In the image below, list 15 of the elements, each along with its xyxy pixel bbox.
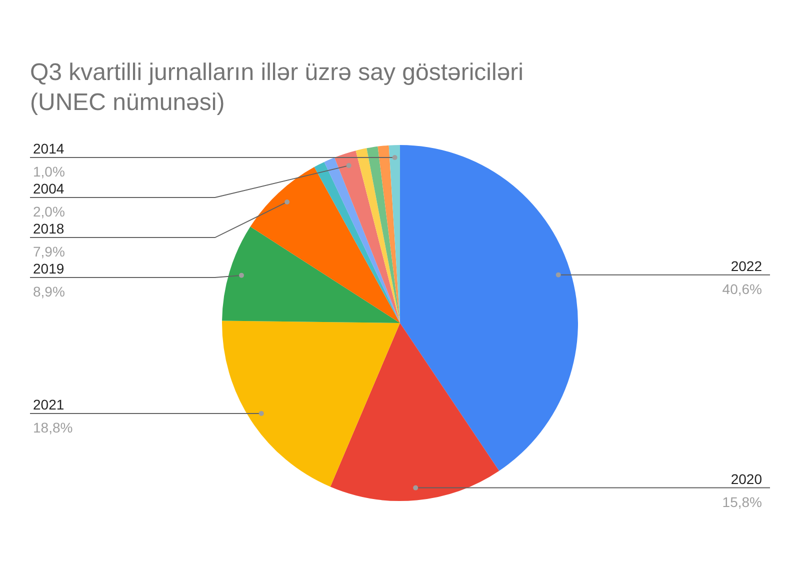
data-label: 18,8% bbox=[33, 419, 73, 436]
data-label: 15,8% bbox=[722, 494, 762, 510]
slice-label: 2022 bbox=[730, 258, 762, 274]
slice-label: 2019 bbox=[33, 260, 64, 277]
data-label: 2,0% bbox=[33, 204, 65, 220]
data-label: 8,9% bbox=[33, 284, 65, 300]
slice-label: 2004 bbox=[33, 180, 64, 197]
chart-title: Q3 kvartilli jurnalların illər üzrə say göstəriciləri (UNEC nümunəsi) bbox=[30, 58, 524, 118]
data-label: 1,0% bbox=[33, 164, 65, 180]
data-label: 7,9% bbox=[33, 244, 65, 260]
data-label: 40,6% bbox=[722, 280, 762, 297]
slice-label: 2014 bbox=[33, 140, 64, 157]
slice-label: 2020 bbox=[730, 470, 762, 487]
slice-label: 2018 bbox=[33, 220, 64, 237]
slice-label: 2021 bbox=[33, 396, 64, 412]
